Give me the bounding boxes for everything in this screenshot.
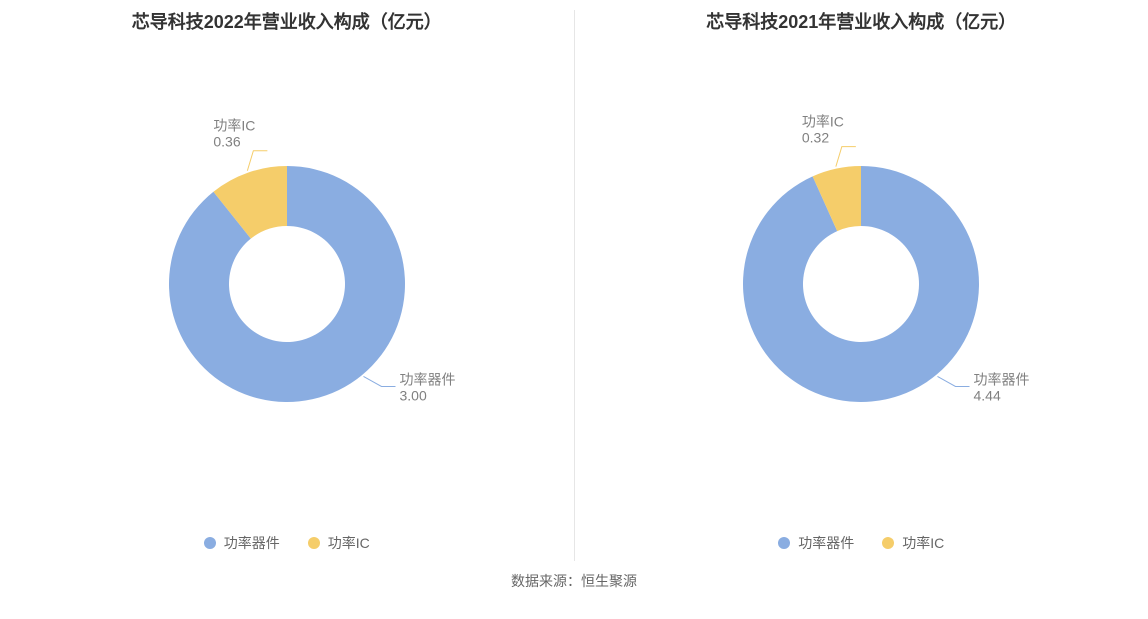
legend-dot-icon [204, 537, 216, 549]
slice-label-name: 功率IC [802, 113, 844, 129]
legend-item-power-ic: 功率IC [308, 533, 370, 553]
legend-item-power-ic: 功率IC [882, 533, 944, 553]
leader-line-icon [938, 376, 970, 386]
legend-item-power-device: 功率器件 [778, 533, 854, 553]
legend-item-power-device: 功率器件 [204, 533, 280, 553]
slice-label-value: 0.36 [213, 133, 240, 149]
legend-label: 功率器件 [224, 533, 280, 553]
chart-title-2021: 芯导科技2021年营业收入构成（亿元） [706, 8, 1016, 34]
slice-label-name: 功率器件 [399, 371, 455, 387]
legend-dot-icon [778, 537, 790, 549]
slice-label-value: 4.44 [974, 387, 1001, 403]
chart-panel-2022: 芯导科技2022年营业收入构成（亿元） 功率IC0.36功率器件3.00 功率器… [0, 0, 574, 571]
legend-label: 功率器件 [798, 533, 854, 553]
chart-title-2022: 芯导科技2022年营业收入构成（亿元） [132, 8, 442, 34]
donut-wrap-2021: 功率IC0.32 功率器件4.44 [575, 34, 1148, 533]
legend-label: 功率IC [902, 533, 944, 553]
slice-label-value: 3.00 [399, 387, 426, 403]
leader-line-icon [363, 376, 395, 386]
slice-label-value: 0.32 [802, 129, 829, 145]
legend-dot-icon [308, 537, 320, 549]
data-source-label: 数据来源：恒生聚源 [0, 571, 1148, 619]
legend-label: 功率IC [328, 533, 370, 553]
page-container: 芯导科技2022年营业收入构成（亿元） 功率IC0.36功率器件3.00 功率器… [0, 0, 1148, 619]
donut-svg-2022: 功率IC0.36 功率器件3.00 [77, 94, 497, 474]
legend-2022: 功率器件 功率IC [204, 533, 370, 571]
chart-panel-2021: 芯导科技2021年营业收入构成（亿元） 功率IC0.32功率器件4.44 功率器… [575, 0, 1148, 571]
legend-dot-icon [882, 537, 894, 549]
leader-line-icon [836, 146, 856, 166]
slice-label-name: 功率器件 [974, 371, 1030, 387]
leader-line-icon [247, 150, 267, 170]
donut-svg-2021: 功率IC0.32 功率器件4.44 [651, 94, 1071, 474]
charts-row: 芯导科技2022年营业收入构成（亿元） 功率IC0.36功率器件3.00 功率器… [0, 0, 1148, 571]
slice-label-name: 功率IC [213, 117, 255, 133]
donut-wrap-2022: 功率IC0.36 功率器件3.00 [0, 34, 574, 533]
legend-2021: 功率器件 功率IC [778, 533, 944, 571]
